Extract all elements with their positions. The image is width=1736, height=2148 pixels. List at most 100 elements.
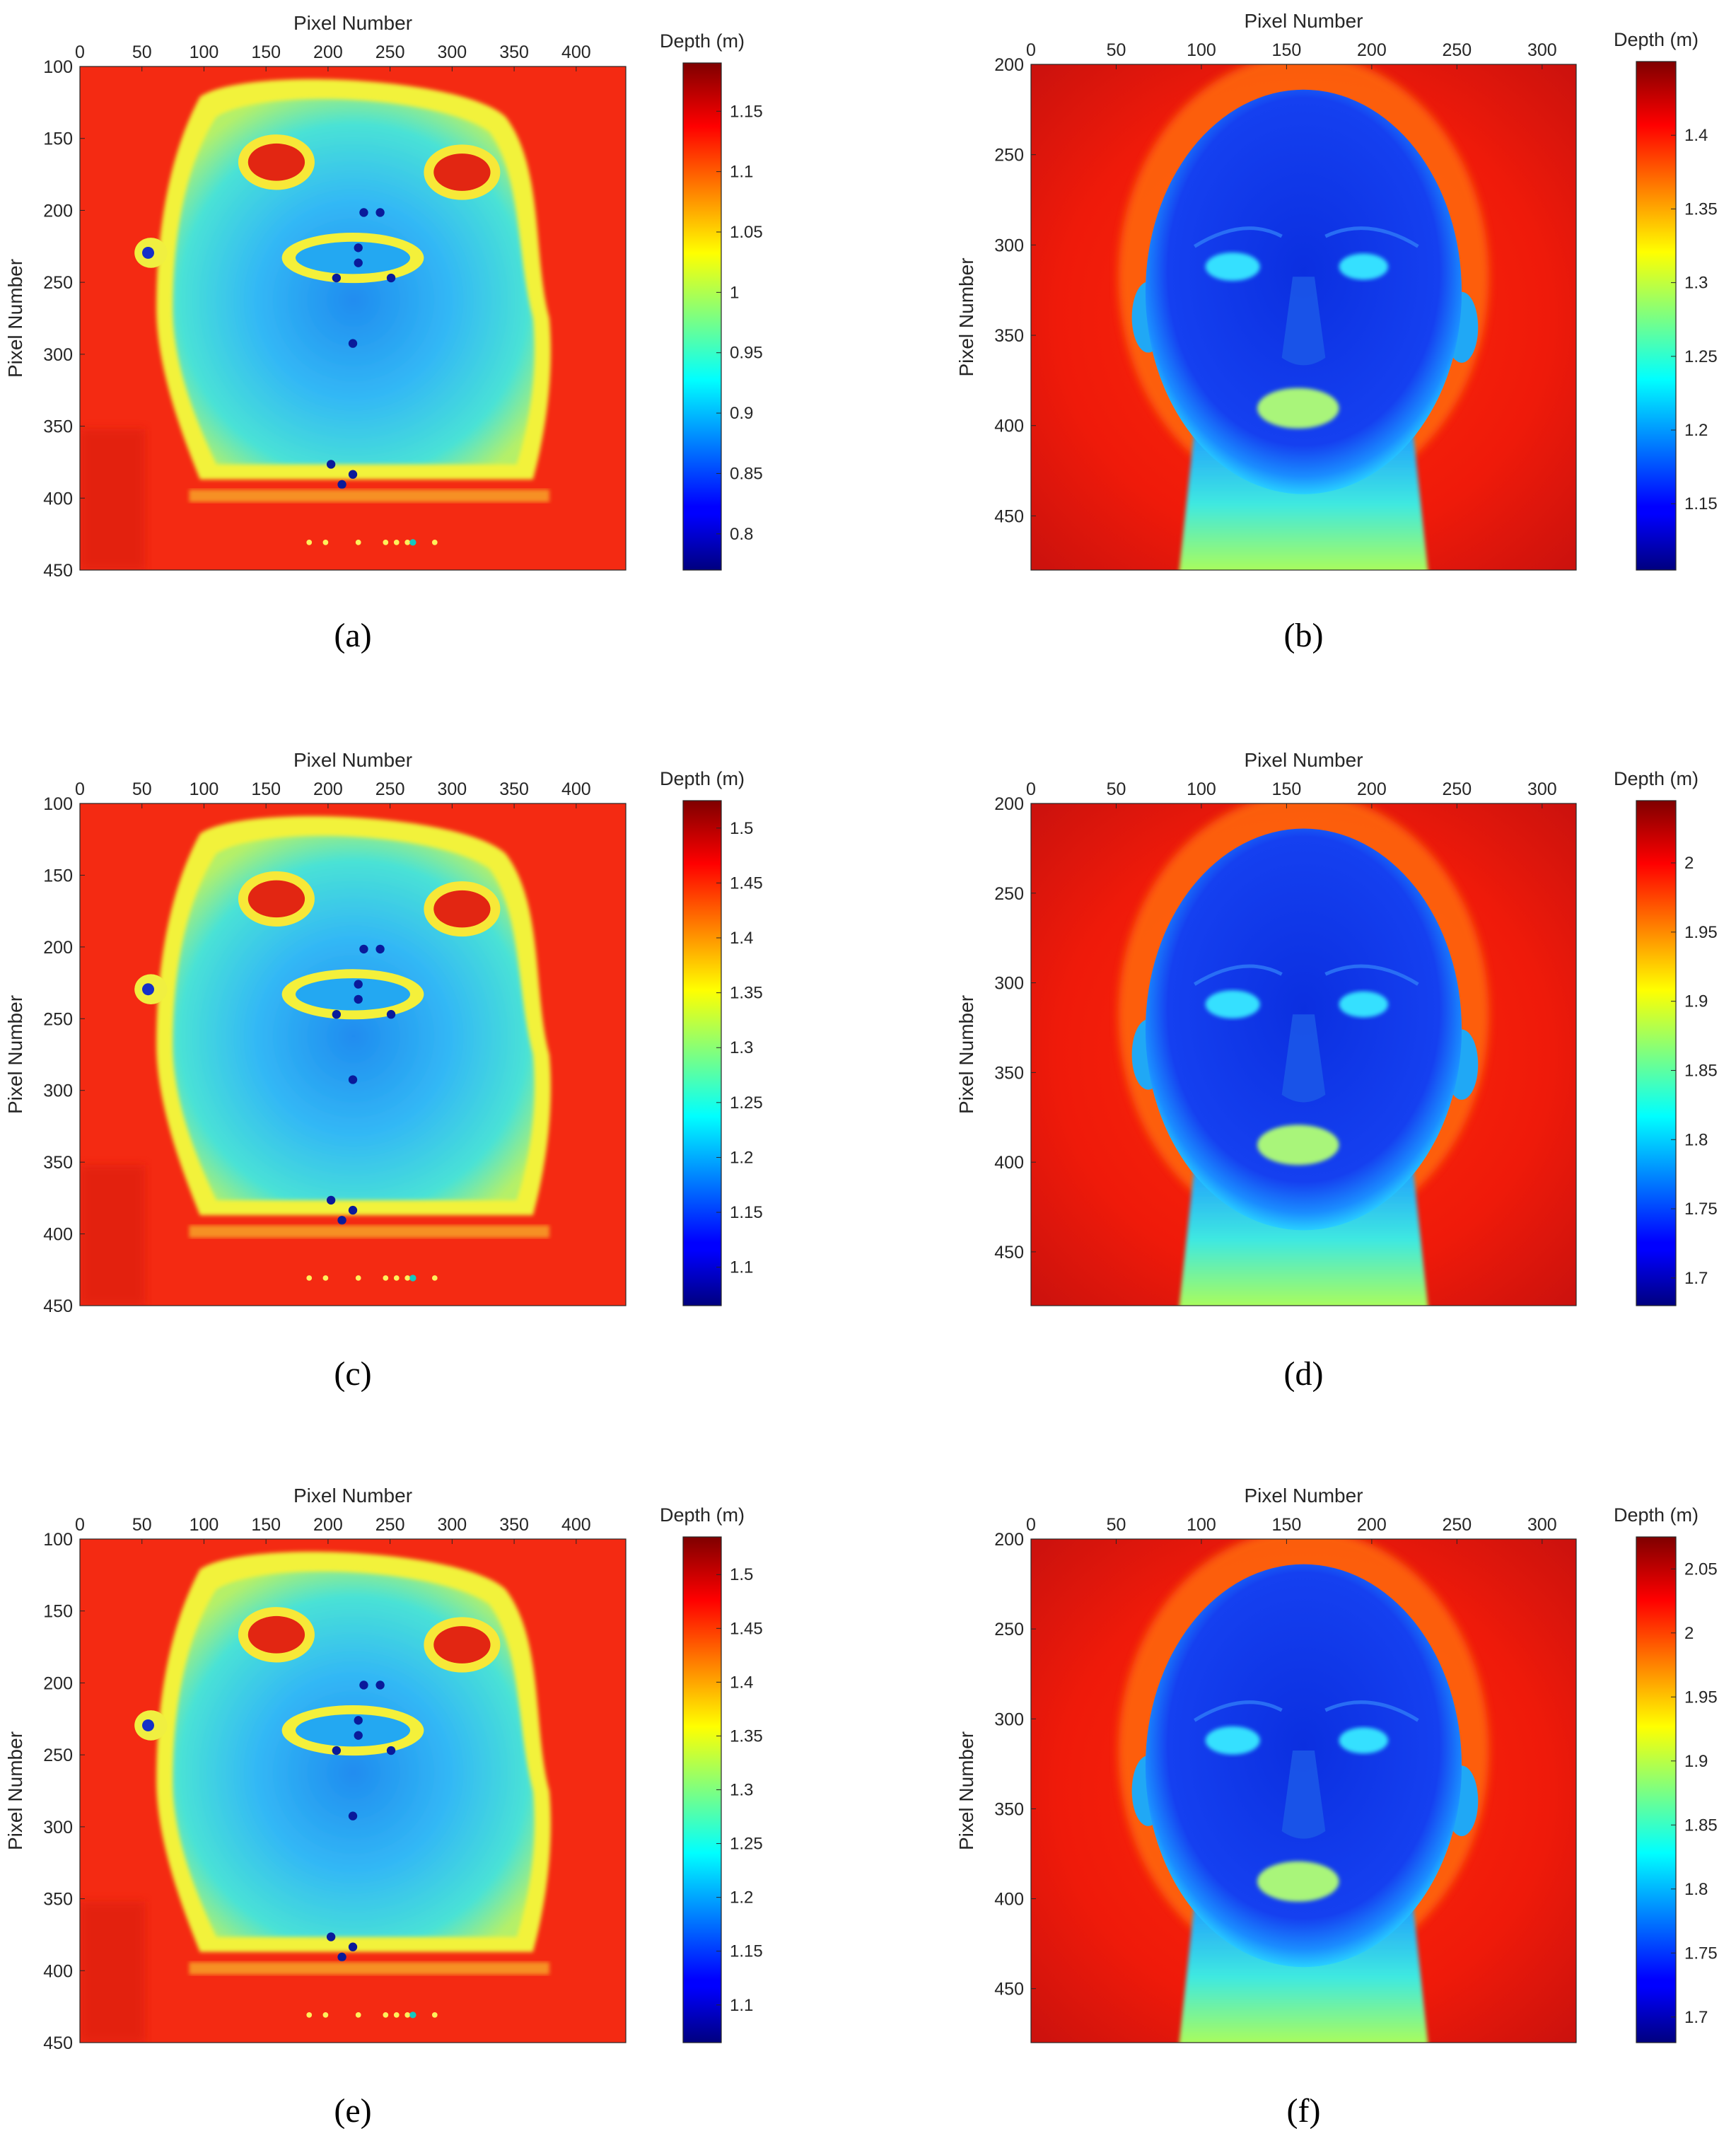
marker-dot [354, 994, 363, 1004]
colorbar-tick-label: 1.5 [730, 819, 753, 838]
colorbar-title: Depth (m) [660, 768, 745, 789]
y-tick-label: 300 [43, 345, 73, 365]
colorbar [1636, 61, 1677, 571]
base-dot [404, 2011, 411, 2018]
colorbar-title: Depth (m) [1614, 1504, 1699, 1526]
base-dot [355, 1275, 361, 1281]
base-dot [383, 2011, 389, 2018]
x-tick-label: 150 [1272, 779, 1302, 799]
plot-frame [1030, 64, 1577, 571]
panel-c: 0 50 100 150 200 250 300 350 400 100 150 200 250 300 3… [4, 749, 763, 1393]
y-tick-label: 400 [994, 1890, 1024, 1910]
x-tick-label: 300 [1527, 40, 1557, 60]
plot-frame [79, 66, 627, 571]
y-tick-label: 200 [994, 55, 1024, 75]
x-tick-label: 50 [1107, 779, 1126, 799]
x-tick-label: 100 [190, 42, 219, 62]
y-axis-title: Pixel Number [955, 257, 977, 376]
x-tick-label: 300 [438, 1515, 467, 1535]
colorbar-tick-label: 1.1 [730, 1258, 753, 1277]
colorbar-tick-label: 1.45 [730, 1619, 763, 1638]
marker-dot [354, 980, 363, 989]
panel-f: 0 50 100 150 200 250 300 200 250 300 350 400 450 Pixe… [955, 1485, 1718, 2130]
side-target-dot [142, 983, 154, 996]
mouth-inner [295, 978, 411, 1011]
marker-dot [354, 258, 363, 267]
x-tick-label: 400 [561, 42, 591, 62]
y-tick-label: 450 [994, 1980, 1024, 1999]
y-tick-label: 400 [994, 417, 1024, 436]
eye-hole [247, 1615, 305, 1654]
x-axis-title: Pixel Number [1244, 10, 1363, 32]
panel-caption: (d) [1284, 1355, 1324, 1393]
base-strip [189, 1225, 549, 1238]
marker-dot [348, 1205, 358, 1215]
marker-dot [332, 1010, 342, 1019]
x-tick-label: 0 [1026, 779, 1036, 799]
x-tick-label: 300 [438, 42, 467, 62]
y-tick-label: 450 [43, 561, 73, 581]
colorbar [682, 1536, 722, 2043]
colorbar-tick-label: 1.3 [730, 1038, 753, 1057]
marker-dot [326, 460, 336, 469]
y-tick-label: 350 [43, 417, 73, 437]
x-tick-label: 150 [251, 42, 281, 62]
colorbar-tick-label: 1.7 [1684, 1269, 1708, 1288]
panel-d: 0 50 100 150 200 250 300 200 250 300 350 400 450 Pixe… [955, 749, 1718, 1393]
panel-b: 0 50 100 150 200 250 300 200 250 300 350 400 450 Pixe… [955, 10, 1718, 654]
x-tick-label: 100 [1187, 1515, 1216, 1535]
x-tick-label: 100 [190, 1515, 219, 1535]
base-dot [409, 539, 416, 546]
marker-dot [337, 1952, 346, 1962]
y-tick-label: 200 [994, 1530, 1024, 1550]
y-tick-label: 350 [994, 326, 1024, 346]
eye-right [1339, 1727, 1389, 1754]
colorbar-tick-label: 1.2 [730, 1888, 753, 1908]
eye-right [1339, 991, 1389, 1018]
x-tick-label: 100 [190, 779, 219, 799]
x-tick-label: 0 [1026, 1515, 1036, 1535]
y-tick-label: 300 [43, 1818, 73, 1838]
colorbar-tick-label: 1.85 [1684, 1816, 1718, 1835]
y-tick-label: 300 [43, 1081, 73, 1101]
colorbar-tick-label: 2 [1684, 854, 1694, 873]
brow-left [1193, 226, 1283, 248]
marker-dot [386, 1010, 396, 1019]
x-tick-label: 250 [1442, 40, 1472, 60]
y-tick-label: 100 [43, 57, 73, 77]
y-tick-label: 350 [43, 1890, 73, 1910]
base-dot [409, 1275, 416, 1282]
colorbar-title: Depth (m) [660, 30, 745, 52]
colorbar-tick-label: 1.25 [730, 1093, 763, 1113]
marker-dot [354, 243, 363, 252]
colorbar-title: Depth (m) [660, 1504, 745, 1526]
x-tick-label: 300 [438, 779, 467, 799]
x-tick-label: 50 [132, 1515, 152, 1535]
colorbar-tick-label: 2 [1684, 1624, 1694, 1643]
marker-dot [375, 944, 385, 954]
marker-dot [348, 1075, 358, 1084]
eye-hole [247, 880, 305, 918]
mouth-inner [295, 241, 411, 274]
base-dot [431, 1275, 438, 1281]
base-dot [306, 2011, 313, 2018]
y-tick-label: 250 [994, 146, 1024, 166]
colorbar [682, 62, 722, 571]
base-dot [393, 1275, 400, 1281]
colorbar-tick-label: 1.15 [730, 1203, 763, 1222]
colorbar-title: Depth (m) [1614, 29, 1699, 50]
colorbar-tick-label: 1.35 [730, 984, 763, 1003]
x-axis-title: Pixel Number [1244, 749, 1363, 771]
y-tick-label: 350 [43, 1153, 73, 1173]
y-tick-label: 150 [43, 866, 73, 886]
base-dot [404, 539, 411, 545]
marker-dot [337, 480, 346, 489]
y-tick-label: 250 [994, 884, 1024, 904]
colorbar [682, 800, 722, 1306]
base-dot [393, 539, 400, 545]
y-axis-title: Pixel Number [955, 995, 977, 1114]
y-tick-label: 350 [994, 1063, 1024, 1083]
y-tick-label: 400 [43, 1225, 73, 1245]
brow-right [1324, 226, 1419, 248]
x-tick-label: 250 [1442, 1515, 1472, 1535]
